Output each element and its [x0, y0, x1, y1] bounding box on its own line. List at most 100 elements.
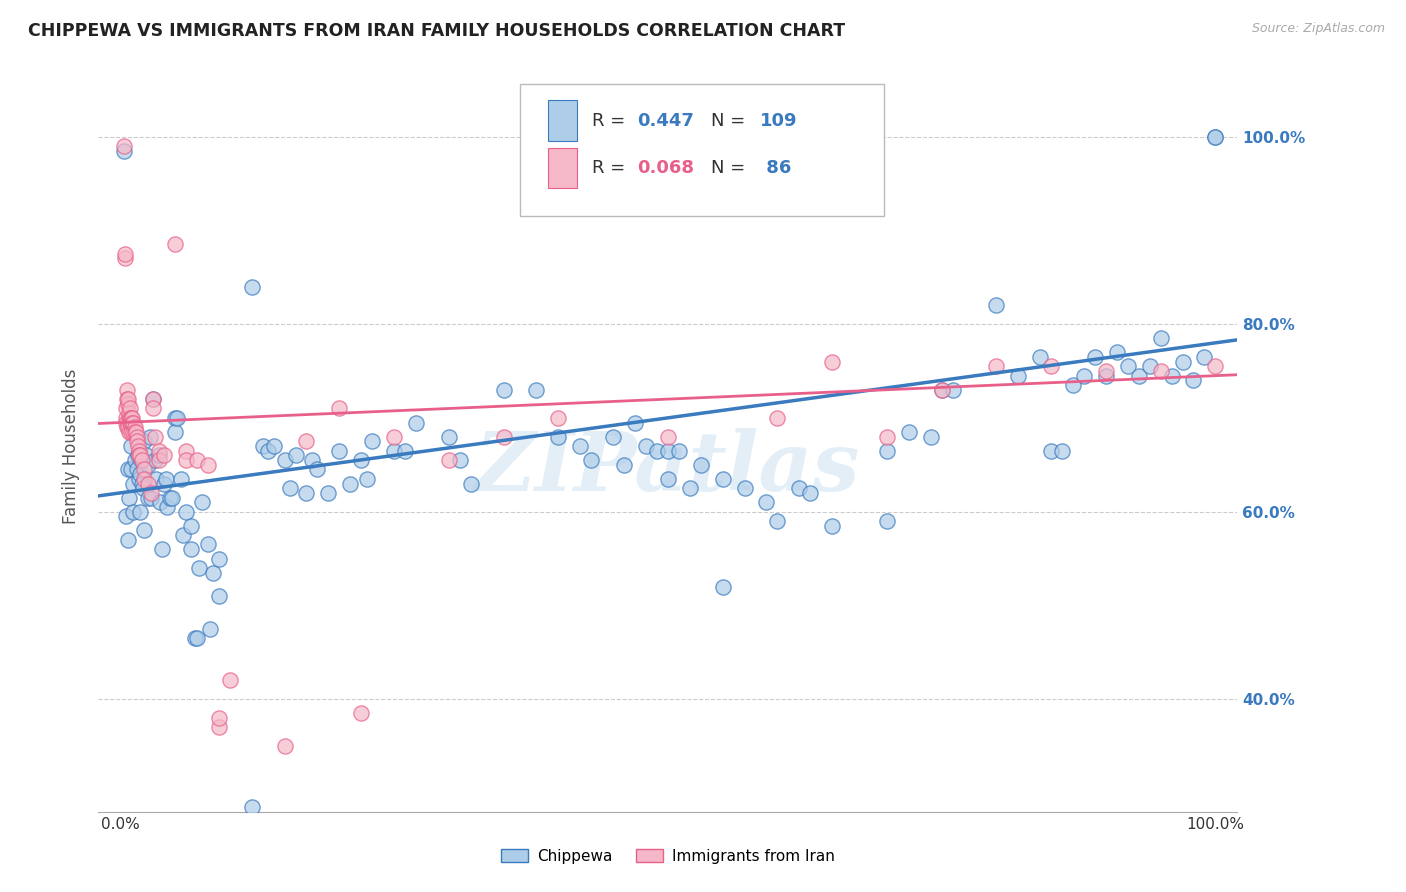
- Immigrants from Iran: [328, 401, 350, 416]
- Chippewa: [117, 533, 139, 547]
- Chippewa: [645, 443, 668, 458]
- Immigrants from Iran: [547, 410, 569, 425]
- Chippewa: [1204, 129, 1226, 144]
- Chippewa: [766, 514, 789, 528]
- Chippewa: [579, 453, 602, 467]
- Immigrants from Iran: [118, 406, 141, 420]
- Chippewa: [128, 472, 150, 486]
- Immigrants from Iran: [139, 486, 162, 500]
- Chippewa: [188, 561, 211, 575]
- Chippewa: [186, 632, 208, 646]
- Immigrants from Iran: [125, 429, 148, 443]
- Chippewa: [129, 505, 152, 519]
- Text: 86: 86: [761, 159, 792, 177]
- Immigrants from Iran: [117, 397, 139, 411]
- Chippewa: [129, 453, 152, 467]
- Immigrants from Iran: [112, 139, 135, 153]
- Chippewa: [240, 800, 263, 814]
- Chippewa: [339, 476, 361, 491]
- Chippewa: [155, 472, 177, 486]
- Immigrants from Iran: [876, 429, 898, 443]
- Immigrants from Iran: [766, 410, 789, 425]
- Chippewa: [657, 472, 679, 486]
- Chippewa: [799, 486, 821, 500]
- Immigrants from Iran: [218, 673, 240, 688]
- Immigrants from Iran: [117, 392, 139, 406]
- Chippewa: [142, 392, 165, 406]
- Chippewa: [711, 472, 734, 486]
- Chippewa: [117, 462, 139, 476]
- Chippewa: [1050, 443, 1073, 458]
- Immigrants from Iran: [117, 420, 139, 434]
- Immigrants from Iran: [124, 420, 146, 434]
- Chippewa: [114, 509, 136, 524]
- Immigrants from Iran: [148, 453, 170, 467]
- Chippewa: [208, 589, 231, 603]
- Chippewa: [547, 429, 569, 443]
- Text: 109: 109: [761, 112, 797, 129]
- Chippewa: [356, 472, 378, 486]
- Immigrants from Iran: [127, 439, 149, 453]
- Immigrants from Iran: [295, 434, 318, 449]
- Chippewa: [134, 524, 156, 538]
- Chippewa: [169, 472, 191, 486]
- Chippewa: [1139, 359, 1161, 374]
- Immigrants from Iran: [124, 425, 146, 439]
- Chippewa: [295, 486, 318, 500]
- Bar: [548, 148, 576, 188]
- Immigrants from Iran: [122, 416, 145, 430]
- Chippewa: [198, 622, 221, 636]
- Chippewa: [139, 429, 162, 443]
- Chippewa: [148, 449, 170, 463]
- Immigrants from Iran: [986, 359, 1008, 374]
- Chippewa: [153, 476, 176, 491]
- Immigrants from Iran: [114, 416, 136, 430]
- Chippewa: [318, 486, 340, 500]
- Immigrants from Iran: [382, 429, 405, 443]
- Chippewa: [184, 632, 207, 646]
- Text: 0.447: 0.447: [637, 112, 695, 129]
- Chippewa: [122, 505, 145, 519]
- Text: N =: N =: [711, 159, 751, 177]
- Chippewa: [278, 481, 301, 495]
- Chippewa: [569, 439, 592, 453]
- Immigrants from Iran: [125, 434, 148, 449]
- Chippewa: [131, 476, 153, 491]
- Immigrants from Iran: [350, 706, 373, 721]
- Immigrants from Iran: [1095, 364, 1118, 378]
- Chippewa: [180, 542, 202, 557]
- Chippewa: [679, 481, 702, 495]
- Immigrants from Iran: [115, 383, 138, 397]
- Chippewa: [145, 453, 167, 467]
- Chippewa: [150, 542, 173, 557]
- Immigrants from Iran: [165, 237, 187, 252]
- Chippewa: [437, 429, 460, 443]
- Immigrants from Iran: [148, 443, 170, 458]
- Chippewa: [240, 279, 263, 293]
- Chippewa: [602, 429, 624, 443]
- Chippewa: [734, 481, 756, 495]
- Immigrants from Iran: [208, 720, 231, 734]
- Text: 0.068: 0.068: [637, 159, 695, 177]
- Chippewa: [931, 383, 953, 397]
- Immigrants from Iran: [114, 410, 136, 425]
- Chippewa: [1084, 350, 1107, 364]
- Chippewa: [382, 443, 405, 458]
- Text: CHIPPEWA VS IMMIGRANTS FROM IRAN FAMILY HOUSEHOLDS CORRELATION CHART: CHIPPEWA VS IMMIGRANTS FROM IRAN FAMILY …: [28, 22, 845, 40]
- Chippewa: [208, 551, 231, 566]
- Immigrants from Iran: [142, 392, 165, 406]
- Chippewa: [1204, 129, 1226, 144]
- Chippewa: [1007, 368, 1029, 383]
- Chippewa: [920, 429, 942, 443]
- Chippewa: [787, 481, 810, 495]
- Immigrants from Iran: [114, 401, 136, 416]
- Chippewa: [301, 453, 323, 467]
- Chippewa: [1128, 368, 1150, 383]
- Chippewa: [180, 518, 202, 533]
- Immigrants from Iran: [174, 443, 197, 458]
- Text: ZIPatlas: ZIPatlas: [475, 428, 860, 508]
- Bar: [548, 101, 576, 141]
- Chippewa: [897, 425, 920, 439]
- Immigrants from Iran: [120, 416, 142, 430]
- Chippewa: [394, 443, 416, 458]
